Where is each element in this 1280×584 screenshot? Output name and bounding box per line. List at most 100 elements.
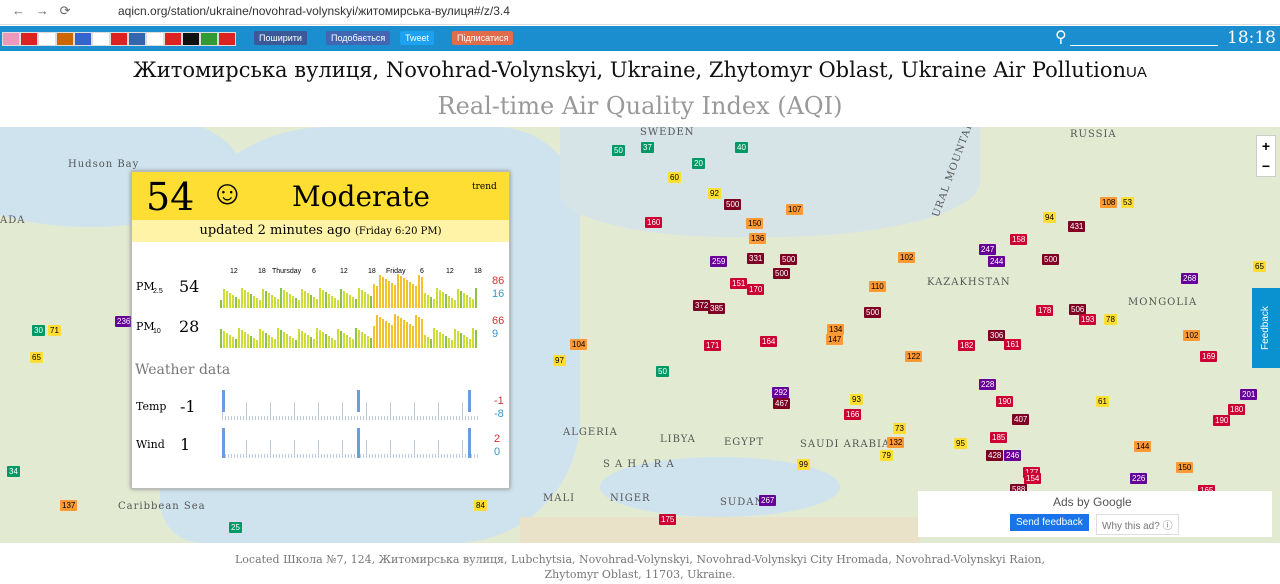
zoom[interactable]: + −	[1256, 135, 1276, 177]
aqi-marker[interactable]: 500	[773, 268, 791, 279]
aqi-marker[interactable]: 60	[668, 172, 681, 183]
aqi-marker[interactable]: 158	[1010, 234, 1028, 245]
aqi-marker[interactable]: 201	[1240, 389, 1258, 400]
aqi-marker[interactable]: 170	[747, 284, 765, 295]
aqi-marker[interactable]: 78	[1104, 314, 1117, 325]
aqi-marker[interactable]: 50	[656, 366, 669, 377]
aqi-marker[interactable]: 175	[659, 514, 677, 525]
aqi-marker[interactable]: 161	[1004, 339, 1022, 350]
aqi-marker[interactable]: 108	[1100, 197, 1118, 208]
aqi-marker[interactable]: 467	[773, 398, 791, 409]
why-ad[interactable]: Why this ad? ⓘ	[1096, 514, 1179, 535]
aqi-marker[interactable]: 431	[1068, 221, 1086, 232]
aqi-marker[interactable]: 180	[1228, 404, 1246, 415]
aqi-marker[interactable]: 65	[30, 352, 43, 363]
aqi-marker[interactable]: 169	[1200, 351, 1218, 362]
aqi-marker[interactable]: 226	[1130, 473, 1148, 484]
aqi-marker[interactable]: 102	[898, 252, 916, 263]
aqi-marker[interactable]: 50	[612, 145, 625, 156]
aqi-marker[interactable]: 185	[990, 432, 1008, 443]
feedback-tab[interactable]: Feedback	[1252, 288, 1280, 368]
search-icon[interactable]: ⚲	[1055, 27, 1067, 46]
aqi-marker[interactable]: 34	[7, 466, 20, 477]
share-button[interactable]: Поширити	[254, 31, 307, 45]
aqi-marker[interactable]: 134	[827, 324, 845, 335]
aqi-marker[interactable]: 61	[1096, 396, 1109, 407]
aqi-marker[interactable]: 102	[1183, 330, 1201, 341]
aqi-marker[interactable]: 73	[893, 423, 906, 434]
like-button[interactable]: Подобається	[326, 31, 391, 45]
aqi-marker[interactable]: 177	[1023, 467, 1041, 478]
aqi-marker[interactable]: 136	[749, 233, 767, 244]
aqi-marker[interactable]: 65	[1253, 261, 1266, 272]
search[interactable]	[1070, 45, 1218, 46]
aqi-marker[interactable]: 407	[1012, 414, 1030, 425]
aqi-marker[interactable]: 164	[760, 336, 778, 347]
aqi-marker[interactable]: 236	[115, 316, 133, 327]
aqi-marker[interactable]: 246	[1004, 450, 1022, 461]
aqi-marker[interactable]: 160	[645, 217, 663, 228]
aqi-marker[interactable]: 53	[1121, 197, 1134, 208]
aqi-marker[interactable]: 247	[979, 244, 997, 255]
aqi-marker[interactable]: 71	[48, 325, 61, 336]
send-feedback[interactable]: Send feedback	[1010, 514, 1089, 531]
aqi-marker[interactable]: 166	[844, 409, 862, 420]
aqi-marker[interactable]: 190	[1213, 415, 1231, 426]
subscribe-button[interactable]: Підписатися	[452, 31, 514, 45]
aqi-marker[interactable]: 137	[60, 500, 78, 511]
sparkbar	[457, 289, 459, 308]
aqi-marker[interactable]: 40	[735, 142, 748, 153]
aqi-marker[interactable]: 500	[1042, 254, 1060, 265]
aqi-marker[interactable]: 30	[32, 325, 45, 336]
aqi-marker[interactable]: 500	[864, 307, 882, 318]
aqi-marker[interactable]: 144	[1134, 441, 1152, 452]
aqi-marker[interactable]: 97	[553, 355, 566, 366]
aqi-marker[interactable]: 267	[759, 495, 777, 506]
aqi-marker[interactable]: 25	[229, 522, 242, 533]
aqi-marker[interactable]: 154	[1024, 473, 1042, 484]
aqi-marker[interactable]: 259	[710, 256, 728, 267]
aqi-marker[interactable]: 506	[1069, 304, 1087, 315]
aqi-marker[interactable]: 95	[954, 438, 967, 449]
aqi-marker[interactable]: 37	[641, 142, 654, 153]
aqi-marker[interactable]: 147	[826, 334, 844, 345]
aqi-marker[interactable]: 385	[708, 303, 726, 314]
aqi-marker[interactable]: 178	[1036, 305, 1054, 316]
aqi-marker[interactable]: 193	[1079, 314, 1097, 325]
aqi-marker[interactable]: 20	[692, 158, 705, 169]
aqi-marker[interactable]: 110	[869, 281, 886, 292]
aqi-marker[interactable]: 150	[746, 218, 764, 229]
aqi-marker[interactable]: 132	[887, 437, 905, 448]
aqi-marker[interactable]: 92	[708, 188, 721, 199]
aqi-marker[interactable]: 500	[724, 199, 742, 210]
aqi-marker[interactable]: 107	[786, 204, 804, 215]
aqi-marker[interactable]: 151	[730, 278, 748, 289]
aqi-marker[interactable]: 122	[905, 351, 923, 362]
trend[interactable]: trend	[472, 182, 497, 192]
aqi-marker[interactable]: 292	[772, 387, 790, 398]
aqi-marker[interactable]: 372	[693, 300, 711, 311]
aqi-marker[interactable]: 190	[996, 396, 1014, 407]
tweet-button[interactable]: Tweet	[400, 31, 435, 45]
aqi-marker[interactable]: 150	[1176, 462, 1194, 473]
aqi-marker[interactable]: 306	[988, 330, 1006, 341]
aqi-marker[interactable]: 171	[704, 340, 722, 351]
aqi-marker[interactable]: 228	[979, 379, 997, 390]
aqi-marker[interactable]: 104	[570, 339, 588, 350]
aqi-marker[interactable]: 79	[880, 450, 893, 461]
aqi-marker[interactable]: 165	[1198, 485, 1216, 496]
aqi-marker[interactable]: 268	[1181, 273, 1199, 284]
url[interactable]: aqicn.org/station/ukraine/novohrad-volyn…	[118, 4, 510, 18]
aqi-marker[interactable]: 182	[958, 340, 976, 351]
aqi-marker[interactable]: 244	[988, 256, 1006, 267]
aqi-marker[interactable]: 428	[986, 450, 1004, 461]
aqi-marker[interactable]: 94	[1043, 212, 1056, 223]
aqi-marker[interactable]: 93	[850, 394, 863, 405]
aqi-marker[interactable]: 99	[797, 459, 810, 470]
aqi-marker[interactable]: 500	[780, 254, 798, 265]
nav[interactable]: ← → ⟳	[12, 3, 71, 18]
aqi-marker[interactable]: 588	[1010, 484, 1028, 495]
aqi-marker[interactable]: 84	[474, 500, 487, 511]
aqi-marker[interactable]: 331	[747, 253, 765, 264]
sparkbar	[271, 295, 273, 308]
